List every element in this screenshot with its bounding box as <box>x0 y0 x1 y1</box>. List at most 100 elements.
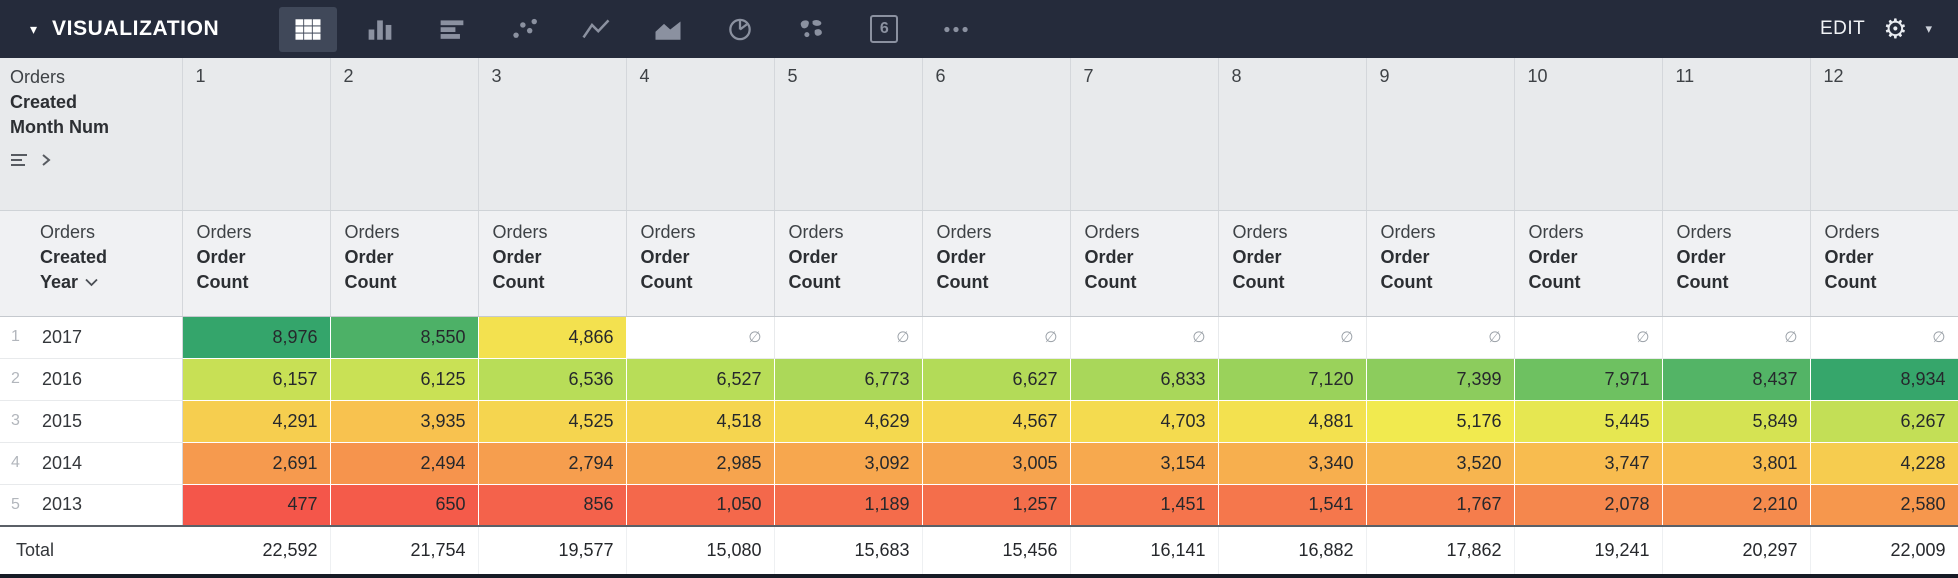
measure-cell[interactable]: ∅ <box>1810 316 1958 359</box>
pivot-column-header[interactable]: 7 <box>1070 58 1219 211</box>
viz-type-bar-button[interactable] <box>423 7 481 52</box>
pivot-column-header[interactable]: 4 <box>626 58 775 211</box>
measure-cell[interactable]: 7,399 <box>1366 358 1515 401</box>
transpose-icon[interactable] <box>10 152 30 168</box>
total-cell[interactable]: 16,882 <box>1218 525 1367 574</box>
measure-cell[interactable]: 4,567 <box>922 400 1071 443</box>
measure-cell[interactable]: 4,866 <box>478 316 627 359</box>
viz-type-column-button[interactable] <box>351 7 409 52</box>
measure-header-cell[interactable]: Orders Order Count <box>1218 210 1367 317</box>
measure-cell[interactable]: 4,518 <box>626 400 775 443</box>
viz-type-scatter-button[interactable] <box>495 7 553 52</box>
measure-cell[interactable]: 6,527 <box>626 358 775 401</box>
measure-cell[interactable]: 8,437 <box>1662 358 1811 401</box>
expand-chevron-icon[interactable] <box>40 152 52 168</box>
settings-caret-icon[interactable]: ▾ <box>1925 21 1932 36</box>
row-dimension-value[interactable]: 2016 <box>30 358 183 401</box>
measure-cell[interactable]: 3,154 <box>1070 442 1219 485</box>
measure-cell[interactable]: 650 <box>330 484 479 527</box>
total-cell[interactable]: 16,141 <box>1070 525 1219 574</box>
measure-cell[interactable]: 856 <box>478 484 627 527</box>
row-dimension-value[interactable]: 2013 <box>30 484 183 527</box>
viz-type-area-button[interactable] <box>639 7 697 52</box>
measure-cell[interactable]: 2,580 <box>1810 484 1958 527</box>
measure-cell[interactable]: 1,767 <box>1366 484 1515 527</box>
row-dimension-value[interactable]: 2017 <box>30 316 183 359</box>
measure-cell[interactable]: 477 <box>182 484 331 527</box>
measure-cell[interactable]: 2,691 <box>182 442 331 485</box>
pivot-column-header[interactable]: 6 <box>922 58 1071 211</box>
measure-cell[interactable]: 6,833 <box>1070 358 1219 401</box>
measure-cell[interactable]: 5,176 <box>1366 400 1515 443</box>
total-cell[interactable]: 19,577 <box>478 525 627 574</box>
measure-header-cell[interactable]: Orders Order Count <box>1810 210 1958 317</box>
measure-cell[interactable]: 8,976 <box>182 316 331 359</box>
measure-header-cell[interactable]: Orders Order Count <box>1366 210 1515 317</box>
measure-cell[interactable]: 3,520 <box>1366 442 1515 485</box>
pivot-column-header[interactable]: 3 <box>478 58 627 211</box>
measure-cell[interactable]: ∅ <box>1514 316 1663 359</box>
total-cell[interactable]: 15,683 <box>774 525 923 574</box>
measure-cell[interactable]: 3,935 <box>330 400 479 443</box>
measure-cell[interactable]: 3,747 <box>1514 442 1663 485</box>
viz-type-single-value-button[interactable]: 6 <box>855 7 913 52</box>
measure-cell[interactable]: 8,934 <box>1810 358 1958 401</box>
measure-cell[interactable]: 6,125 <box>330 358 479 401</box>
measure-cell[interactable]: 2,794 <box>478 442 627 485</box>
measure-cell[interactable]: 2,985 <box>626 442 775 485</box>
row-dimension-value[interactable]: 2014 <box>30 442 183 485</box>
measure-cell[interactable]: ∅ <box>1070 316 1219 359</box>
total-cell[interactable]: 22,592 <box>182 525 331 574</box>
edit-button[interactable]: EDIT <box>1819 18 1866 39</box>
measure-cell[interactable]: 5,445 <box>1514 400 1663 443</box>
measure-cell[interactable]: 8,550 <box>330 316 479 359</box>
measure-cell[interactable]: 7,971 <box>1514 358 1663 401</box>
viz-type-line-button[interactable] <box>567 7 625 52</box>
pivot-column-header[interactable]: 5 <box>774 58 923 211</box>
measure-header-cell[interactable]: Orders Order Count <box>478 210 627 317</box>
pivot-column-header[interactable]: 9 <box>1366 58 1515 211</box>
pivot-column-header[interactable]: 12 <box>1810 58 1958 211</box>
total-cell[interactable]: 15,080 <box>626 525 775 574</box>
measure-cell[interactable]: 2,494 <box>330 442 479 485</box>
measure-header-cell[interactable]: Orders Order Count <box>774 210 923 317</box>
measure-header-cell[interactable]: Orders Order Count <box>626 210 775 317</box>
measure-header-cell[interactable]: Orders Order Count <box>1514 210 1663 317</box>
pivot-column-header[interactable]: 1 <box>182 58 331 211</box>
measure-cell[interactable]: 6,536 <box>478 358 627 401</box>
measure-cell[interactable]: 2,210 <box>1662 484 1811 527</box>
row-dimension-value[interactable]: 2015 <box>30 400 183 443</box>
measure-cell[interactable]: ∅ <box>774 316 923 359</box>
measure-header-cell[interactable]: Orders Order Count <box>1662 210 1811 317</box>
measure-cell[interactable]: 1,451 <box>1070 484 1219 527</box>
measure-cell[interactable]: 3,092 <box>774 442 923 485</box>
pivot-column-header[interactable]: 11 <box>1662 58 1811 211</box>
measure-cell[interactable]: 1,541 <box>1218 484 1367 527</box>
viz-type-table-button[interactable] <box>279 6 338 52</box>
measure-header-cell[interactable]: Orders Order Count <box>182 210 331 317</box>
total-cell[interactable]: 22,009 <box>1810 525 1958 574</box>
measure-cell[interactable]: ∅ <box>1662 316 1811 359</box>
pivot-column-header[interactable]: 8 <box>1218 58 1367 211</box>
measure-cell[interactable]: 1,050 <box>626 484 775 527</box>
measure-header-cell[interactable]: Orders Order Count <box>330 210 479 317</box>
measure-cell[interactable]: 6,773 <box>774 358 923 401</box>
measure-cell[interactable]: ∅ <box>1218 316 1367 359</box>
measure-cell[interactable]: 1,257 <box>922 484 1071 527</box>
measure-header-cell[interactable]: Orders Order Count <box>1070 210 1219 317</box>
visualization-collapse-toggle[interactable]: ▾ VISUALIZATION <box>30 17 219 41</box>
measure-cell[interactable]: ∅ <box>626 316 775 359</box>
measure-cell[interactable]: 5,849 <box>1662 400 1811 443</box>
measure-cell[interactable]: 4,629 <box>774 400 923 443</box>
measure-cell[interactable]: 4,881 <box>1218 400 1367 443</box>
pivot-column-header[interactable]: 10 <box>1514 58 1663 211</box>
settings-gear-icon[interactable]: ⚙ <box>1883 13 1908 44</box>
measure-cell[interactable]: ∅ <box>1366 316 1515 359</box>
viz-type-more-button[interactable] <box>927 7 985 52</box>
measure-cell[interactable]: 7,120 <box>1218 358 1367 401</box>
measure-cell[interactable]: 2,078 <box>1514 484 1663 527</box>
total-cell[interactable]: 15,456 <box>922 525 1071 574</box>
measure-cell[interactable]: 3,340 <box>1218 442 1367 485</box>
measure-cell[interactable]: 3,801 <box>1662 442 1811 485</box>
viz-type-pie-button[interactable] <box>711 7 769 52</box>
